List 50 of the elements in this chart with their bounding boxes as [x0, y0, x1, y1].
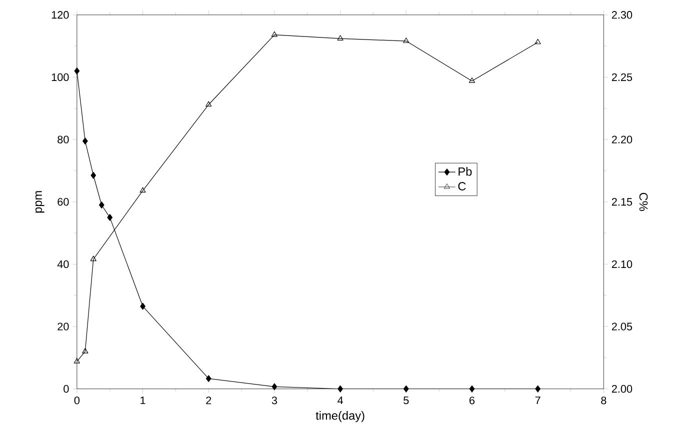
- point: [535, 385, 540, 392]
- y-tick-label: 0: [64, 384, 69, 393]
- point: [74, 67, 80, 74]
- y2-tick-label: 2.05: [612, 322, 632, 330]
- x-tick-label: 0: [74, 396, 80, 404]
- point: [403, 385, 409, 392]
- y2-tick-label: 2.15: [612, 198, 632, 206]
- x-tick-label: 6: [470, 396, 475, 404]
- point: [469, 385, 475, 392]
- point: [90, 256, 96, 261]
- point: [206, 374, 212, 382]
- y-tick-label: 60: [58, 198, 69, 206]
- y2-tick-label: 2.30: [612, 10, 632, 19]
- legend-label: C: [458, 182, 466, 190]
- y2-tick-label: 2.25: [612, 73, 632, 81]
- point: [82, 137, 88, 144]
- point: [338, 385, 343, 392]
- y-tick-label: 20: [58, 322, 69, 330]
- x-tick-label: 7: [535, 396, 540, 404]
- point: [468, 77, 476, 83]
- y-tick-label: 80: [58, 135, 69, 144]
- point: [403, 37, 410, 43]
- legend-label: Pb: [458, 166, 472, 176]
- y2-tick-label: 2.00: [612, 384, 632, 393]
- x-tick-label: 2: [206, 396, 212, 404]
- point: [140, 186, 146, 192]
- point: [98, 201, 104, 208]
- point: [140, 302, 146, 310]
- y2-axis-title: C%: [639, 192, 648, 211]
- x-tick-label: 4: [338, 396, 343, 404]
- point: [534, 38, 541, 44]
- x-axis-title: time(day): [316, 410, 364, 422]
- x-tick-label: 1: [140, 396, 146, 404]
- point: [74, 358, 80, 364]
- x-tick-label: 5: [404, 396, 409, 404]
- point: [271, 31, 278, 36]
- y2-tick-label: 2.20: [612, 136, 632, 144]
- x-tick-label: 8: [601, 396, 606, 404]
- y-axis-title: ppm: [35, 190, 44, 212]
- y-tick-label: 120: [52, 10, 69, 19]
- y2-tick-label: 2.10: [612, 260, 632, 268]
- y-tick-label: 100: [52, 73, 69, 81]
- point: [82, 348, 88, 354]
- y-tick-label: 40: [57, 260, 69, 268]
- point: [90, 172, 96, 179]
- point: [337, 34, 344, 40]
- point: [107, 214, 113, 221]
- x-tick-label: 3: [272, 396, 277, 404]
- point: [206, 100, 212, 106]
- point: [272, 383, 278, 390]
